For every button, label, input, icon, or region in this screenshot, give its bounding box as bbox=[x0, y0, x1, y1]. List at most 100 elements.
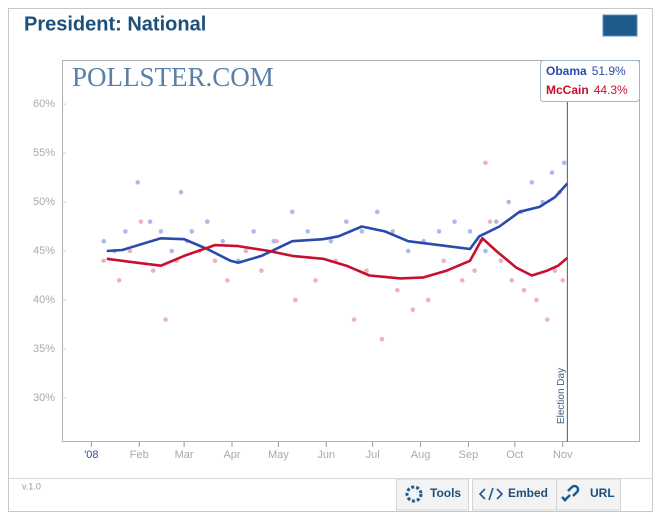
poll-dot bbox=[493, 219, 499, 224]
poll-dot bbox=[459, 278, 465, 283]
url-icon[interactable] bbox=[561, 484, 580, 502]
poll-dot bbox=[472, 268, 477, 273]
poll-dot bbox=[220, 238, 226, 244]
poll-dot bbox=[251, 229, 256, 234]
poll-dot bbox=[313, 278, 318, 283]
poll-dot bbox=[483, 160, 488, 166]
poll-dot bbox=[163, 317, 168, 322]
poll-dot bbox=[189, 229, 195, 234]
poll-dot bbox=[138, 219, 144, 224]
poll-dot bbox=[101, 238, 107, 244]
poll-dot bbox=[509, 278, 515, 283]
tools-icon[interactable] bbox=[405, 485, 423, 503]
poll-dot bbox=[359, 229, 365, 234]
poll-dot bbox=[158, 229, 164, 234]
version: v.1.0 bbox=[22, 481, 41, 491]
button-bg[interactable] bbox=[472, 478, 557, 511]
toolbar-button[interactable]: URL bbox=[556, 478, 621, 511]
logo: POLLSTER.COM bbox=[72, 62, 274, 92]
poll-dot bbox=[487, 219, 493, 224]
poll-dot bbox=[147, 219, 153, 224]
poll-dot bbox=[506, 199, 511, 205]
x-tick-label: Oct bbox=[506, 449, 523, 461]
poll-dot bbox=[452, 219, 457, 224]
poll-dot bbox=[549, 170, 555, 175]
toolbar-button[interactable]: Tools bbox=[396, 478, 469, 511]
poll-dot bbox=[498, 258, 504, 264]
legend-box bbox=[540, 60, 640, 102]
button-bg[interactable] bbox=[556, 478, 621, 511]
fullscreen-icon[interactable] bbox=[602, 14, 638, 37]
y-tick-label: 30% bbox=[33, 392, 55, 404]
poll-dot bbox=[379, 336, 385, 342]
poll-dot bbox=[441, 258, 447, 264]
poll-dot bbox=[405, 248, 411, 254]
poll-dot bbox=[305, 229, 311, 234]
poll-dot bbox=[395, 287, 400, 293]
poll-dot bbox=[410, 307, 416, 313]
legend-value: 51.9% bbox=[592, 64, 626, 78]
y-tick-label: 40% bbox=[33, 294, 55, 306]
poll-dot bbox=[374, 209, 380, 215]
chart-title: President: National bbox=[24, 13, 206, 35]
x-tick-label: Mar bbox=[175, 449, 194, 461]
poll-dot bbox=[135, 180, 141, 185]
poll-dot bbox=[101, 258, 107, 264]
legend-name: Obama bbox=[546, 64, 587, 78]
legend: Obama 51.9% McCain 44.3% bbox=[540, 60, 640, 102]
poll-dot bbox=[436, 229, 442, 234]
poll-dot bbox=[123, 229, 128, 234]
poll-dot bbox=[351, 317, 357, 322]
x-tick-label: Aug bbox=[411, 449, 431, 461]
poll-dot bbox=[344, 219, 349, 224]
poll-dot bbox=[521, 287, 527, 293]
poll-dot bbox=[150, 268, 156, 273]
poll-dot bbox=[243, 248, 249, 254]
poll-dot bbox=[328, 238, 334, 244]
poll-dot bbox=[225, 278, 230, 283]
button-label[interactable]: Embed bbox=[508, 486, 548, 500]
y-tick-label: 45% bbox=[33, 245, 55, 257]
legend-name: McCain bbox=[546, 83, 589, 97]
poll-dot bbox=[425, 297, 431, 303]
button-label[interactable]: Tools bbox=[430, 486, 461, 500]
annotation: Election Day bbox=[556, 368, 567, 424]
y-tick-label: 60% bbox=[33, 98, 55, 110]
plot bbox=[62, 60, 569, 447]
poll-dot bbox=[544, 317, 550, 322]
legend-entry: McCain 44.3% bbox=[546, 83, 628, 97]
poll-dot bbox=[534, 297, 539, 303]
poll-dot bbox=[293, 297, 298, 303]
poll-dot bbox=[561, 160, 567, 166]
poll-dot bbox=[529, 180, 535, 185]
poll-dot bbox=[178, 189, 184, 195]
toolbar: Tools Embed URL bbox=[396, 478, 621, 511]
poll-dot bbox=[274, 238, 280, 244]
poll-dot bbox=[560, 278, 566, 283]
legend-entry: Obama 51.9% bbox=[546, 64, 626, 78]
poll-dot bbox=[116, 278, 122, 283]
x-tick-label: Feb bbox=[130, 449, 149, 461]
embed-icon[interactable] bbox=[478, 487, 504, 501]
x-tick-label: May bbox=[268, 449, 289, 461]
x-tick-label: '08 bbox=[84, 449, 98, 461]
y-tick-label: 55% bbox=[33, 147, 55, 159]
poll-dot bbox=[169, 248, 175, 254]
trend-line bbox=[106, 237, 569, 280]
poll-dot bbox=[259, 268, 264, 273]
button-label[interactable]: URL bbox=[590, 486, 615, 500]
icon-box[interactable] bbox=[602, 14, 638, 37]
x-tick-label: Jul bbox=[366, 449, 380, 461]
poll-dot bbox=[364, 268, 369, 273]
plot-area bbox=[62, 60, 640, 442]
x-tick-label: Sep bbox=[459, 449, 479, 461]
poll-dot bbox=[390, 229, 396, 234]
y-tick-label: 35% bbox=[33, 343, 55, 355]
x-tick-label: Nov bbox=[553, 449, 573, 461]
toolbar-button[interactable]: Embed bbox=[472, 478, 557, 511]
poll-dot bbox=[483, 248, 488, 254]
poll-dot bbox=[467, 229, 473, 234]
trend-line bbox=[106, 182, 569, 265]
poll-dot bbox=[212, 258, 218, 264]
